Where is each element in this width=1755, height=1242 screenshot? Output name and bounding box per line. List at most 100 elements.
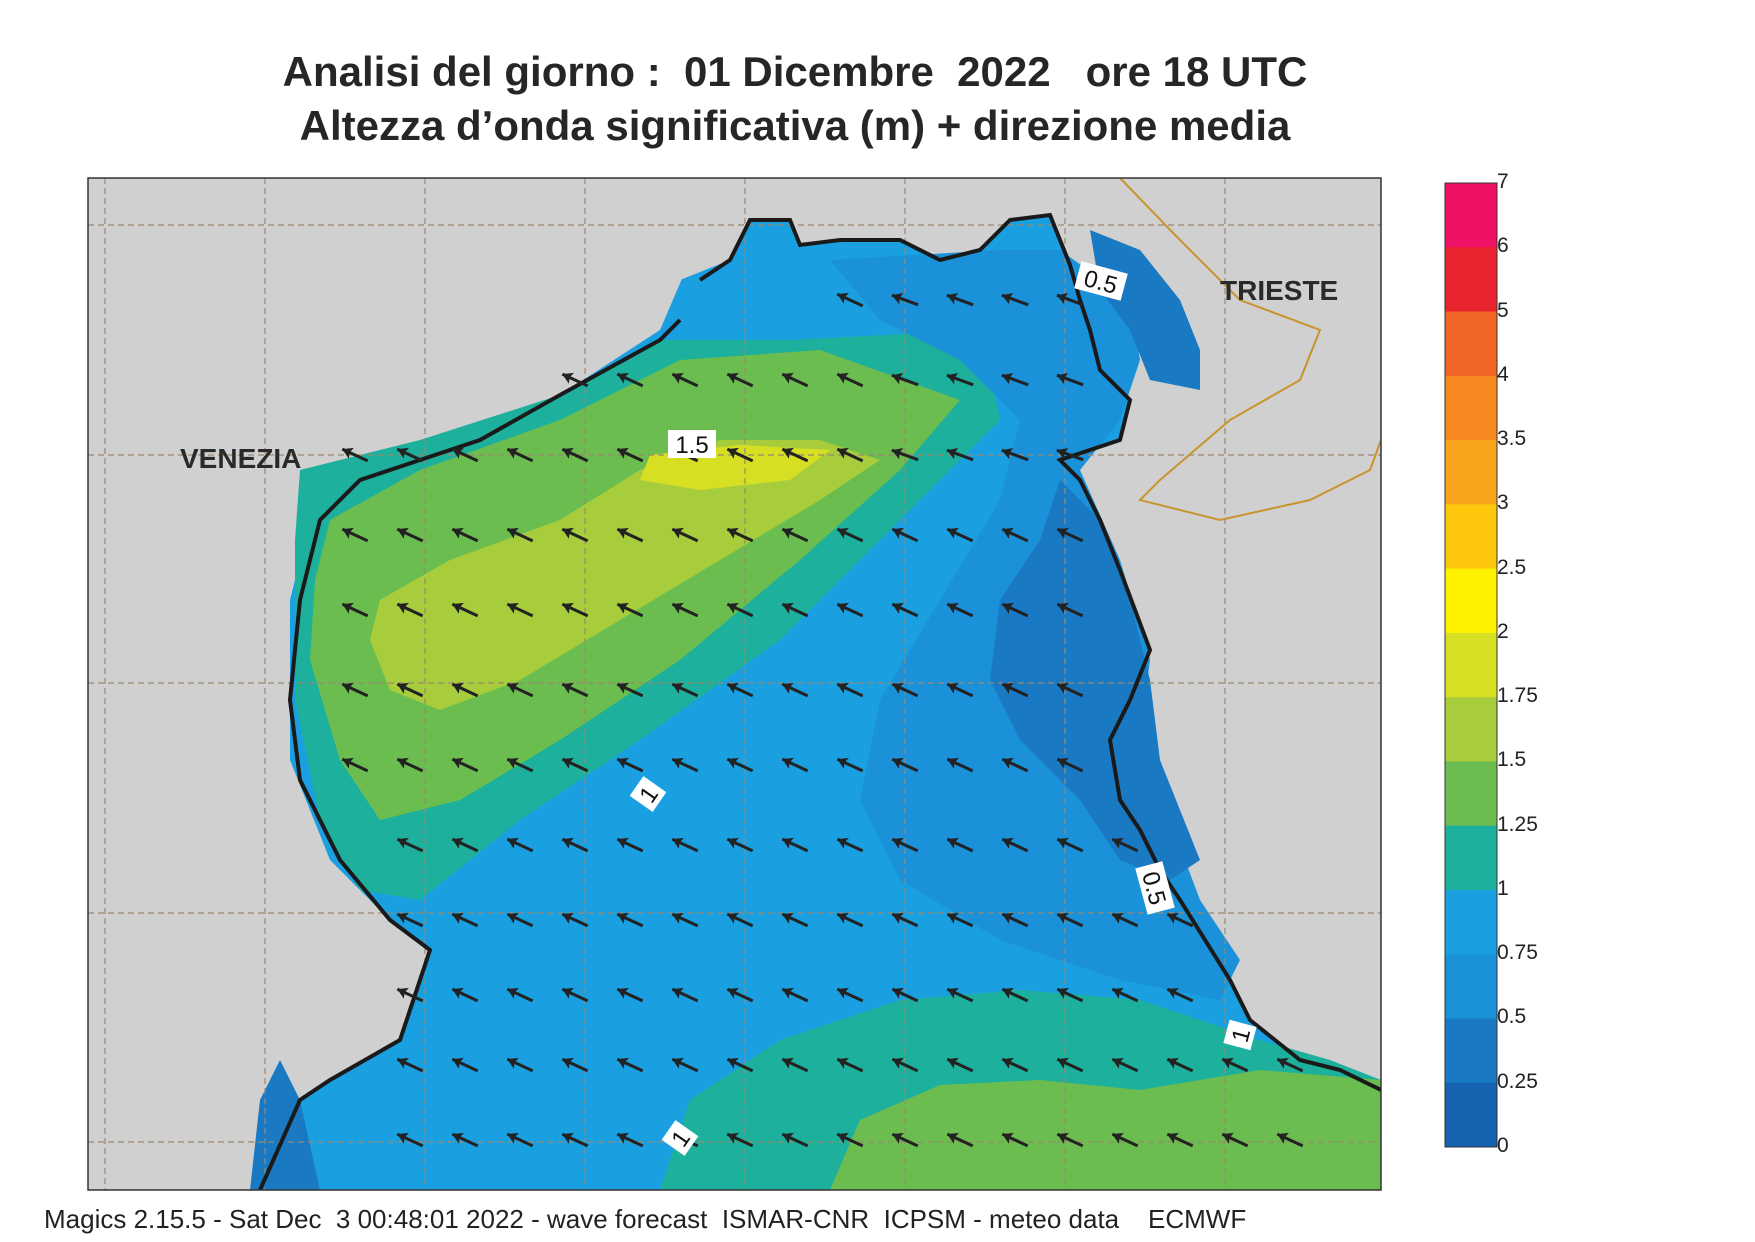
direction-arrow	[1111, 1057, 1139, 1073]
direction-arrow	[946, 1057, 974, 1073]
direction-arrow	[451, 1132, 479, 1148]
direction-arrow	[561, 1132, 589, 1148]
direction-arrow	[726, 372, 754, 388]
coastline-west	[258, 318, 682, 1190]
direction-arrow	[616, 1057, 644, 1073]
legend-swatch	[1445, 504, 1497, 570]
direction-arrow	[1001, 987, 1029, 1003]
direction-arrow	[1001, 292, 1029, 307]
legend-level-label: 2	[1497, 619, 1509, 643]
direction-arrow	[1001, 447, 1029, 462]
direction-arrow	[671, 757, 699, 773]
legend-swatch	[1445, 697, 1497, 762]
direction-arrow	[616, 987, 644, 1003]
direction-arrow	[451, 1057, 479, 1073]
direction-arrow	[1001, 757, 1029, 773]
direction-arrow	[616, 757, 644, 773]
direction-arrow	[671, 527, 699, 543]
band-0.25-0.5-east	[990, 480, 1200, 880]
legend-level-label: 5	[1497, 298, 1509, 322]
direction-arrow	[1166, 912, 1194, 928]
direction-arrow	[1111, 837, 1139, 853]
direction-arrow	[836, 912, 864, 928]
map-title-line2: Altezza d’onda significativa (m) + direz…	[299, 102, 1291, 149]
direction-arrow	[506, 1057, 534, 1073]
land-northeast	[680, 178, 1381, 1090]
direction-arrow	[561, 602, 589, 618]
direction-arrow	[891, 602, 919, 618]
direction-arrow	[1111, 1132, 1139, 1148]
direction-arrow	[891, 372, 919, 387]
legend-frame	[1444, 182, 1498, 1148]
direction-arrow	[506, 527, 534, 543]
direction-arrow	[891, 912, 919, 928]
direction-arrow	[891, 757, 919, 773]
direction-arrow	[671, 602, 699, 618]
direction-arrow	[451, 682, 479, 698]
legend-swatch	[1445, 440, 1497, 505]
direction-arrow	[1001, 527, 1029, 543]
direction-arrow	[1221, 1132, 1249, 1148]
direction-arrow	[671, 987, 699, 1003]
direction-arrow	[1056, 527, 1084, 543]
contour-label-1-c: 1	[1223, 1019, 1257, 1051]
direction-arrow	[781, 837, 809, 853]
svg-text:1.5: 1.5	[675, 432, 708, 459]
legend-level-label: 3	[1497, 491, 1509, 515]
direction-arrow	[616, 602, 644, 618]
direction-arrow	[341, 527, 369, 543]
direction-arrow	[396, 837, 424, 853]
direction-arrow	[946, 837, 974, 853]
direction-arrow	[506, 757, 534, 773]
direction-arrow	[726, 447, 754, 463]
band-0.25-0.5-southwest	[250, 1060, 320, 1190]
direction-arrow	[946, 912, 974, 928]
direction-arrow	[341, 602, 369, 618]
legend-level-label: 1.5	[1497, 748, 1527, 772]
direction-arrow	[396, 912, 424, 928]
direction-arrow	[616, 682, 644, 698]
direction-arrow	[1056, 682, 1084, 698]
band-1.5-1.75	[370, 440, 880, 710]
direction-arrow	[1221, 1057, 1249, 1073]
direction-arrow	[671, 1057, 699, 1073]
direction-arrow	[1056, 757, 1084, 773]
place-label-trieste: TRIESTE	[1220, 275, 1338, 306]
footer-credits: Magics 2.15.5 - Sat Dec 3 00:48:01 2022 …	[44, 1204, 1247, 1234]
map-frame	[87, 177, 1382, 1191]
direction-arrow	[946, 1132, 974, 1148]
direction-arrow	[891, 837, 919, 853]
direction-arrow	[451, 837, 479, 853]
direction-arrow	[781, 757, 809, 773]
direction-arrow	[891, 987, 919, 1003]
direction-arrow	[836, 527, 864, 543]
legend-swatch	[1445, 183, 1497, 248]
direction-arrow	[891, 1057, 919, 1073]
direction-arrow	[561, 527, 589, 543]
direction-arrow	[561, 912, 589, 928]
direction-arrow	[781, 912, 809, 928]
band-0.25-0.5-northeast	[1090, 230, 1200, 390]
legend-swatch	[1445, 632, 1497, 698]
direction-arrow	[726, 1132, 754, 1148]
direction-arrow	[781, 447, 809, 463]
direction-arrow	[341, 447, 369, 463]
legend-swatch	[1445, 954, 1497, 1019]
direction-arrow	[836, 602, 864, 618]
direction-arrow	[451, 447, 479, 463]
direction-arrow	[836, 987, 864, 1003]
direction-arrow	[616, 1132, 644, 1148]
direction-arrow	[781, 372, 809, 388]
direction-arrow	[506, 682, 534, 698]
direction-arrow	[396, 602, 424, 618]
direction-arrow	[836, 682, 864, 698]
direction-arrow	[1056, 1132, 1084, 1148]
legend-swatch	[1445, 761, 1497, 827]
national-border	[1119, 178, 1381, 522]
direction-arrow	[616, 447, 644, 463]
direction-arrow	[506, 912, 534, 928]
direction-arrow	[781, 987, 809, 1003]
coastline-east	[698, 212, 1381, 1092]
direction-arrow	[1111, 912, 1139, 928]
map-area: 1.5 1 1 0.5 0.5 1 VENEZIA TRIESTE	[88, 178, 1381, 1190]
